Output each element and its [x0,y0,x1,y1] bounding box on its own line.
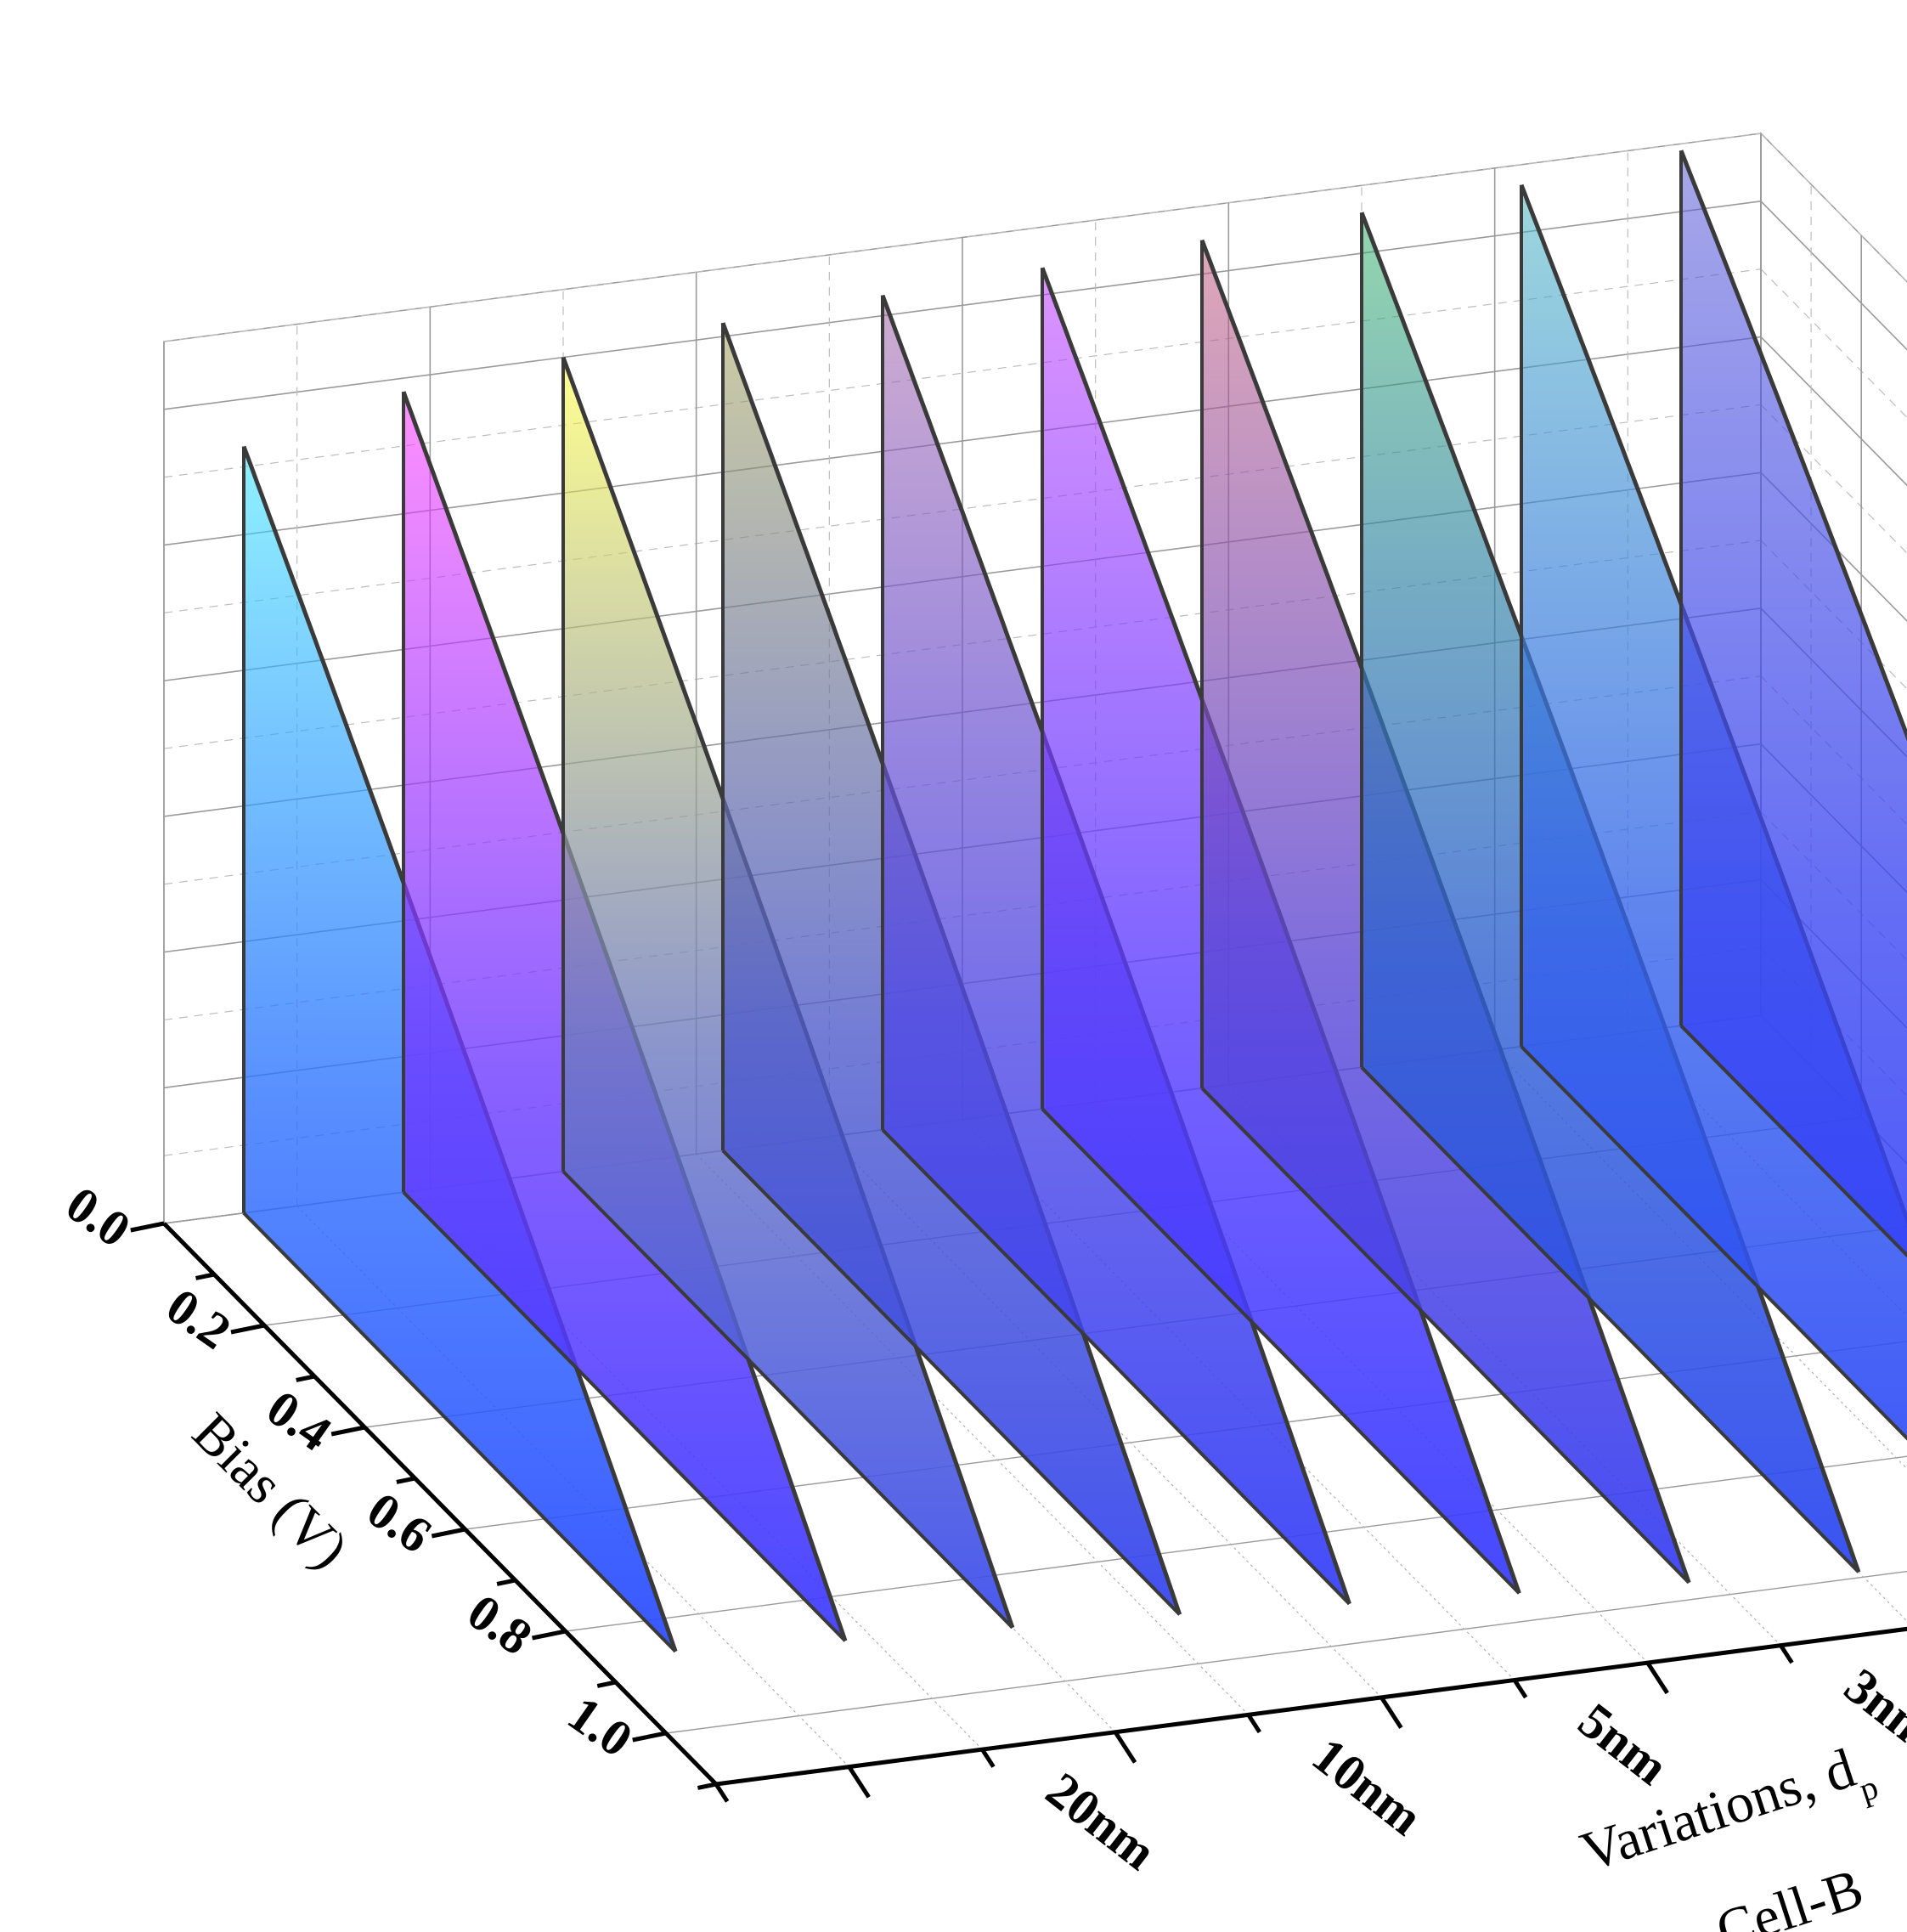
variation-tick-label: 5nm [1568,1692,1678,1796]
bias-axis-tick [697,1782,717,1790]
bias-axis-tick [596,1680,617,1688]
jv-sheet-edge [721,1149,1182,1616]
variation-axis-tick [1379,1696,1403,1729]
chart-axes [130,1221,1907,1803]
bias-axis-tick [195,1272,215,1280]
jv-sheet-edge [881,1128,1351,1606]
bias-axis-tick [296,1374,315,1382]
variation-axis-title-subscript: p [1854,1767,1882,1809]
bias-axis-line [162,1222,718,1786]
variation-axis-sublabel: Cell-B [1709,1857,1870,1932]
bias-axis-tick [330,1425,365,1437]
variation-tick-label: 20nm [1036,1761,1167,1880]
variation-axis-tick [1246,1713,1261,1734]
variation-axis-tick [847,1765,871,1799]
variation-axis-tick [1512,1679,1528,1699]
bias-axis-tick [632,1731,667,1743]
variation-axis-line [715,1626,1907,1787]
jv-sheet-10 [1678,150,1907,1258]
bias-axis-tick [396,1476,415,1484]
jv-sheet-shade [1681,150,1907,1256]
bias-axis-tick [532,1629,567,1641]
variation-tick-label: 10nm [1302,1726,1433,1845]
side-wall-gridline [1760,336,1907,487]
bias-axis-tick [230,1323,265,1335]
bias-axis-tick [496,1578,516,1586]
jv-curve [1678,150,1907,742]
bias-axis-tick [431,1527,466,1539]
jv-sheet-edge [402,1190,847,1642]
jv-sheet-edge [561,1170,1014,1630]
jv-sheet-edge [1520,1045,1907,1441]
jv-sheet-edge [1360,1065,1860,1573]
variation-axis-tick [980,1748,996,1768]
floor-gridline [665,1570,1907,1734]
chart-sheets [241,150,1907,1653]
jv-sheet-edge [1200,1087,1690,1585]
variation-axis-tick [1645,1661,1669,1695]
variation-axis-tick [1113,1731,1137,1764]
jv-sheet-edge [1679,1024,1907,1258]
bias-tick-label: 0.0 [56,1176,140,1258]
variation-axis-tick [1779,1644,1794,1664]
jv-sheet-edge [1041,1107,1521,1595]
side-wall-gridline [1760,201,1907,351]
jv-sheet-edge [242,1212,677,1653]
variation-axis-tick [714,1782,730,1803]
side-wall-gridline [1760,472,1907,623]
bias-axis-tick [130,1221,165,1233]
